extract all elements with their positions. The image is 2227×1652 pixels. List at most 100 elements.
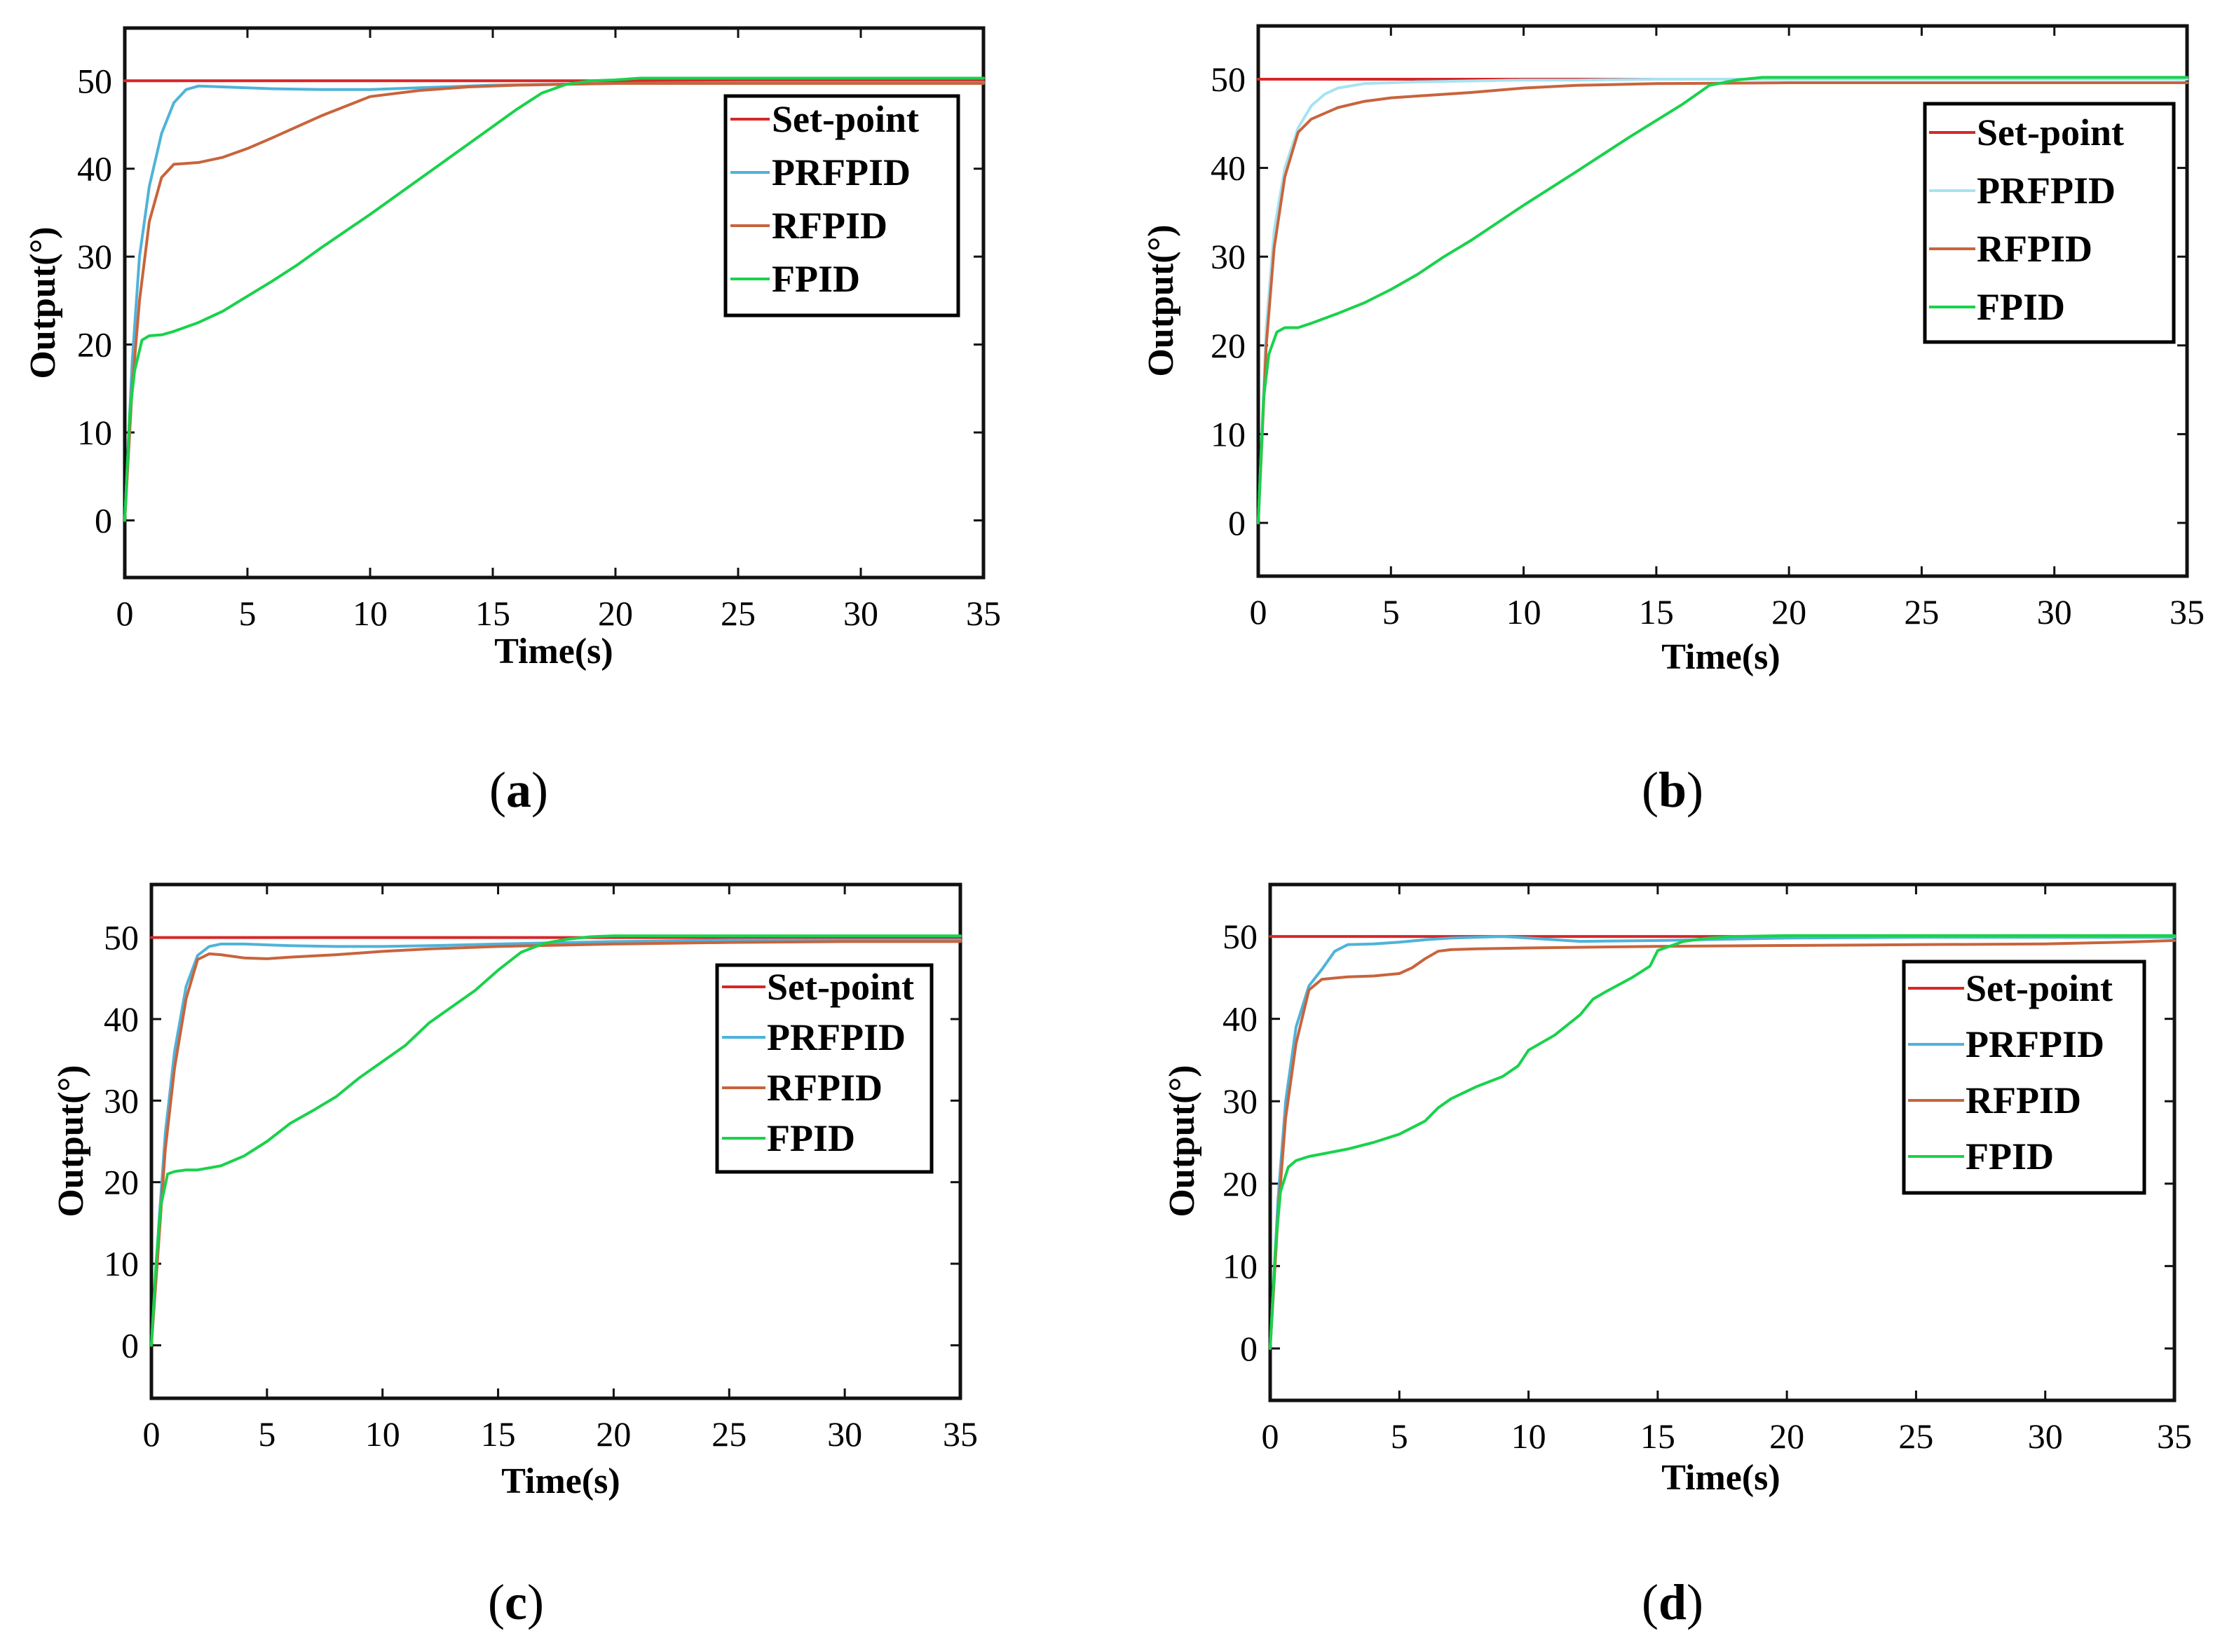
axis-ticks: 0 5 10 15 20 25 30 35 0 10 20 30 40 50 — [1211, 26, 2205, 632]
caption-letter: c — [505, 1574, 527, 1630]
legend-label-prfpid: PRFPID — [767, 1016, 906, 1058]
y-tick-label: 20 — [1223, 1164, 1258, 1203]
series-group — [1269, 934, 2176, 1350]
x-tick-label: 15 — [475, 594, 510, 633]
series-line-prfpid — [1269, 935, 2176, 1350]
y-axis-title: Output(°) — [1141, 224, 1181, 376]
x-tick-label: 15 — [481, 1414, 516, 1454]
y-tick-label: 10 — [77, 413, 112, 452]
x-tick-label: 15 — [1639, 592, 1674, 632]
series-line-rfpid — [1257, 81, 2188, 524]
series-line-fpid — [150, 934, 962, 1347]
legend-label-prfpid: PRFPID — [1977, 170, 2116, 212]
y-tick-label: 50 — [104, 918, 139, 957]
legend-label-fpid: FPID — [1966, 1135, 2054, 1177]
x-tick-label: 5 — [258, 1414, 275, 1454]
axis-ticks: 0 5 10 15 20 25 30 35 0 10 20 30 40 50 — [104, 885, 978, 1454]
x-tick-label: 25 — [721, 594, 756, 633]
x-tick-label: 30 — [2037, 592, 2072, 632]
legend-label-set-point: Set-point — [772, 98, 919, 140]
y-axis-title: Output(°) — [23, 226, 63, 378]
x-tick-label: 5 — [239, 594, 257, 633]
y-tick-label: 10 — [1223, 1246, 1258, 1285]
x-tick-label: 5 — [1391, 1417, 1408, 1456]
legend-label-set-point: Set-point — [767, 966, 914, 1008]
x-tick-label: 10 — [1506, 592, 1541, 632]
axis-ticks: 0 5 10 15 20 25 30 35 0 10 20 30 40 50 — [1223, 885, 2192, 1456]
x-tick-label: 25 — [1904, 592, 1939, 632]
x-axis-title: Time(s) — [494, 632, 613, 671]
caption-letter: b — [1659, 762, 1687, 818]
axes-frame — [1256, 24, 2189, 578]
series-line-fpid — [1269, 934, 2176, 1350]
legend: Set-point PRFPID RFPID FPID — [1902, 960, 2146, 1195]
x-tick-label: 5 — [1382, 592, 1400, 632]
x-tick-label: 35 — [2170, 592, 2205, 632]
x-axis-title: Time(s) — [501, 1461, 620, 1501]
legend-label-prfpid: PRFPID — [772, 151, 911, 193]
series-line-prfpid — [150, 938, 962, 1347]
x-tick-label: 35 — [2157, 1417, 2192, 1456]
legend: Set-point PRFPID RFPID FPID — [715, 963, 934, 1174]
x-tick-label: 35 — [966, 594, 1001, 633]
y-tick-label: 50 — [77, 61, 112, 100]
y-tick-label: 20 — [104, 1163, 139, 1202]
legend-label-rfpid: RFPID — [1977, 228, 2092, 270]
x-tick-label: 0 — [1250, 592, 1267, 632]
y-tick-label: 0 — [1228, 503, 1246, 542]
y-tick-label: 40 — [1223, 999, 1258, 1039]
y-tick-label: 10 — [104, 1244, 139, 1283]
y-tick-label: 30 — [104, 1081, 139, 1120]
legend: Set-point PRFPID RFPID FPID — [723, 94, 960, 318]
x-tick-label: 0 — [143, 1414, 161, 1454]
series-group — [150, 934, 962, 1347]
axes-frame — [1268, 882, 2177, 1402]
x-tick-label: 25 — [1898, 1417, 1933, 1456]
x-tick-label: 0 — [1262, 1417, 1279, 1456]
legend-box — [1902, 960, 2146, 1195]
y-tick-label: 50 — [1211, 60, 1246, 99]
y-tick-label: 20 — [77, 325, 112, 364]
axis-ticks: 0 5 10 15 20 25 30 35 0 10 20 30 40 50 — [77, 28, 1001, 633]
legend-label-fpid: FPID — [772, 258, 860, 300]
x-tick-label: 15 — [1640, 1417, 1675, 1456]
panel-caption: (b) — [1642, 762, 1703, 818]
legend-label-set-point: Set-point — [1966, 967, 2113, 1009]
series-line-rfpid — [123, 82, 985, 522]
y-tick-label: 0 — [95, 500, 112, 540]
series-group — [1257, 76, 2188, 524]
x-tick-label: 30 — [827, 1414, 862, 1454]
legend-label-rfpid: RFPID — [1966, 1079, 2081, 1121]
series-line-fpid — [1257, 76, 2188, 524]
caption-letter: a — [506, 762, 531, 818]
y-tick-label: 30 — [1223, 1081, 1258, 1121]
x-tick-label: 20 — [598, 594, 633, 633]
series-group — [123, 76, 985, 522]
x-tick-label: 30 — [2028, 1417, 2063, 1456]
x-tick-label: 20 — [1769, 1417, 1804, 1456]
x-tick-label: 20 — [596, 1414, 631, 1454]
y-tick-label: 20 — [1211, 326, 1246, 365]
chart-panel-d: 0 5 10 15 20 25 30 35 0 10 20 30 40 50 Time(s) Output… — [1162, 882, 2192, 1630]
y-axis-title: Output(°) — [51, 1065, 91, 1217]
legend-label-prfpid: PRFPID — [1966, 1023, 2104, 1065]
caption-letter: d — [1659, 1574, 1687, 1630]
chart-panel-c: 0 5 10 15 20 25 30 35 0 10 20 30 40 50 Time(s) Output… — [51, 882, 978, 1630]
x-tick-label: 25 — [711, 1414, 747, 1454]
y-tick-label: 50 — [1223, 917, 1258, 956]
legend-label-rfpid: RFPID — [772, 205, 887, 247]
y-tick-label: 30 — [1211, 237, 1246, 276]
x-tick-label: 20 — [1771, 592, 1806, 632]
y-tick-label: 0 — [121, 1325, 139, 1365]
legend-label-fpid: FPID — [1977, 286, 2065, 328]
x-tick-label: 30 — [843, 594, 878, 633]
panel-caption: (d) — [1642, 1574, 1703, 1630]
y-axis-title: Output(°) — [1162, 1065, 1202, 1217]
y-tick-label: 0 — [1240, 1329, 1258, 1368]
series-line-prfpid — [1257, 78, 2188, 524]
y-tick-label: 30 — [77, 237, 112, 276]
x-tick-label: 0 — [116, 594, 134, 633]
legend-label-set-point: Set-point — [1977, 111, 2124, 153]
x-tick-label: 35 — [943, 1414, 978, 1454]
